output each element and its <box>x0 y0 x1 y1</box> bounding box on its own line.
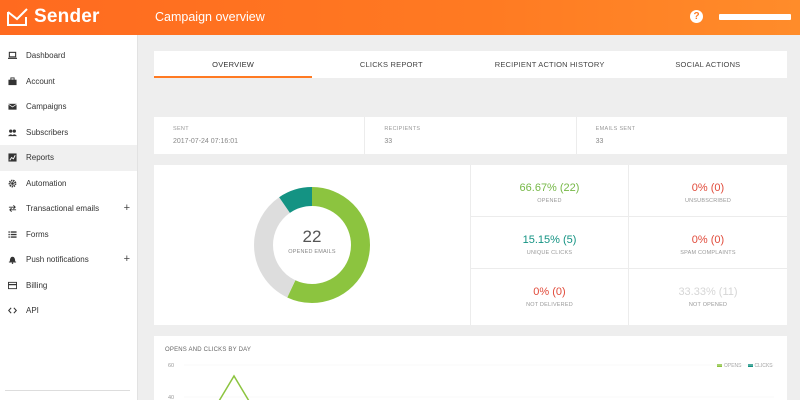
sidebar-item-automation[interactable]: Automation <box>0 171 137 197</box>
stats-grid: 66.67% (22) OPENED 0% (0) UNSUBSCRIBED 1… <box>470 165 787 325</box>
code-icon <box>7 306 17 316</box>
stat-label: NOT OPENED <box>688 302 728 308</box>
sidebar-item-push-notifications[interactable]: Push notifications + <box>0 247 137 273</box>
sidebar-item-subscribers[interactable]: Subscribers <box>0 120 137 146</box>
stat-value: 66.67% (22) <box>519 182 580 194</box>
emails-sent-info: EMAILS SENT 33 <box>577 117 787 154</box>
campaign-info-card: SENT 2017-07-24 07:16:01 RECIPIENTS 33 E… <box>154 117 787 154</box>
donut-segment-not-opened[interactable] <box>254 187 370 303</box>
legend-opens: OPENS <box>717 363 742 369</box>
stat-unsubscribed: 0% (0) UNSUBSCRIBED <box>628 165 787 217</box>
opened-emails-donut: 22 OPENED EMAILS <box>254 187 370 303</box>
expand-icon[interactable]: + <box>123 202 130 214</box>
envelope-icon <box>7 102 17 112</box>
expand-icon[interactable]: + <box>123 253 130 265</box>
tab-clicks-report[interactable]: CLICKS REPORT <box>359 60 423 69</box>
list-icon <box>7 229 17 239</box>
sidebar-item-campaigns[interactable]: Campaigns <box>0 94 137 120</box>
sidebar: Dashboard Account Campaigns Subscribers … <box>0 35 138 400</box>
opens-clicks-chart-card: OPENS AND CLICKS BY DAY OPENS CLICKS 60 4… <box>154 336 787 400</box>
emails-sent-value: 33 <box>595 138 604 145</box>
divider <box>5 390 130 391</box>
stat-not-opened: 33.33% (11) NOT OPENED <box>628 269 787 325</box>
emails-sent-label: EMAILS SENT <box>595 126 636 132</box>
sidebar-item-label: Reports <box>26 153 55 163</box>
logo[interactable]: Sender <box>6 6 100 28</box>
sent-info: SENT 2017-07-24 07:16:01 <box>154 117 366 154</box>
gear-icon <box>7 178 17 188</box>
tab-overview[interactable]: OVERVIEW <box>154 51 313 78</box>
sidebar-item-label: Forms <box>26 229 49 239</box>
sidebar-item-forms[interactable]: Forms <box>0 222 137 248</box>
chart-title: OPENS AND CLICKS BY DAY <box>165 347 252 353</box>
stat-value: 0% (0) <box>691 234 725 246</box>
sidebar-item-label: Automation <box>26 178 67 188</box>
stat-spam-complaints: 0% (0) SPAM COMPLAINTS <box>628 217 787 269</box>
sidebar-item-label: Push notifications <box>26 255 89 265</box>
credit-card-icon <box>7 280 17 290</box>
user-menu[interactable] <box>719 14 791 20</box>
app-name: Sender <box>34 6 100 27</box>
sidebar-item-label: Subscribers <box>26 127 69 137</box>
sidebar-item-transactional-emails[interactable]: Transactional emails + <box>0 196 137 222</box>
stat-value: 0% (0) <box>533 286 566 298</box>
laptop-icon <box>7 51 17 61</box>
stat-not-delivered: 0% (0) NOT DELIVERED <box>470 269 628 325</box>
sidebar-item-label: Transactional emails <box>26 204 100 214</box>
sent-label: SENT <box>173 126 189 132</box>
top-bar: Sender Campaign overview ? <box>0 0 800 35</box>
stat-value: 0% (0) <box>691 182 725 194</box>
recipients-info: RECIPIENTS 33 <box>365 117 577 154</box>
envelope-logo-icon <box>7 8 28 26</box>
tab-recipient-action-history[interactable]: RECIPIENT ACTION HISTORY <box>494 60 605 69</box>
recipients-label: RECIPIENTS <box>384 126 421 132</box>
legend-label: CLICKS <box>754 363 773 369</box>
legend-label: OPENS <box>724 363 742 369</box>
stat-opened: 66.67% (22) OPENED <box>470 165 628 217</box>
question-circle-icon[interactable]: ? <box>690 10 703 23</box>
sidebar-item-api[interactable]: API <box>0 298 137 324</box>
legend-swatch <box>717 364 722 368</box>
legend-swatch <box>747 364 753 368</box>
donut-value: 22 <box>302 227 322 246</box>
legend-clicks: CLICKS <box>747 363 773 369</box>
stats-card: 22 OPENED EMAILS 66.67% (22) OPENED 0% (… <box>154 165 787 325</box>
chart-icon <box>7 153 17 163</box>
stat-label: UNIQUE CLICKS <box>526 250 573 256</box>
stat-value: 33.33% (11) <box>678 286 738 298</box>
stat-label: OPENED <box>537 198 562 204</box>
opens-series-line <box>218 374 250 400</box>
stat-label: NOT DELIVERED <box>526 302 573 308</box>
y-tick-label: 60 <box>168 363 174 369</box>
y-tick-label: 40 <box>168 395 174 400</box>
sidebar-item-label: API <box>26 306 39 316</box>
sidebar-item-account[interactable]: Account <box>0 69 137 95</box>
stat-unique-clicks: 15.15% (5) UNIQUE CLICKS <box>470 217 628 269</box>
arrows-icon <box>7 204 17 214</box>
stat-label: SPAM COMPLAINTS <box>680 250 736 256</box>
donut-segment-clicked[interactable] <box>254 187 370 303</box>
opens-clicks-line-chart: 60 40 <box>168 363 774 400</box>
sidebar-item-label: Billing <box>26 280 48 290</box>
tab-social-actions[interactable]: SOCIAL ACTIONS <box>675 60 741 69</box>
stat-label: UNSUBSCRIBED <box>684 198 732 204</box>
sidebar-item-billing[interactable]: Billing <box>0 273 137 299</box>
sent-value: 2017-07-24 07:16:01 <box>173 138 238 145</box>
recipients-value: 33 <box>384 138 393 145</box>
sidebar-item-label: Account <box>26 76 55 86</box>
users-icon <box>7 127 17 137</box>
bell-icon <box>7 255 17 265</box>
chart-legend: OPENS CLICKS <box>717 363 773 369</box>
sidebar-item-dashboard[interactable]: Dashboard <box>0 43 137 69</box>
sidebar-item-label: Dashboard <box>26 51 66 61</box>
briefcase-icon <box>7 76 17 86</box>
donut-chart <box>254 187 370 303</box>
sidebar-item-label: Campaigns <box>26 102 67 112</box>
page-title: Campaign overview <box>155 10 265 24</box>
stat-value: 15.15% (5) <box>522 234 577 246</box>
sidebar-item-reports[interactable]: Reports <box>0 145 137 171</box>
report-tabs: OVERVIEW CLICKS REPORT RECIPIENT ACTION … <box>154 51 787 78</box>
donut-label: OPENED EMAILS <box>288 249 336 255</box>
